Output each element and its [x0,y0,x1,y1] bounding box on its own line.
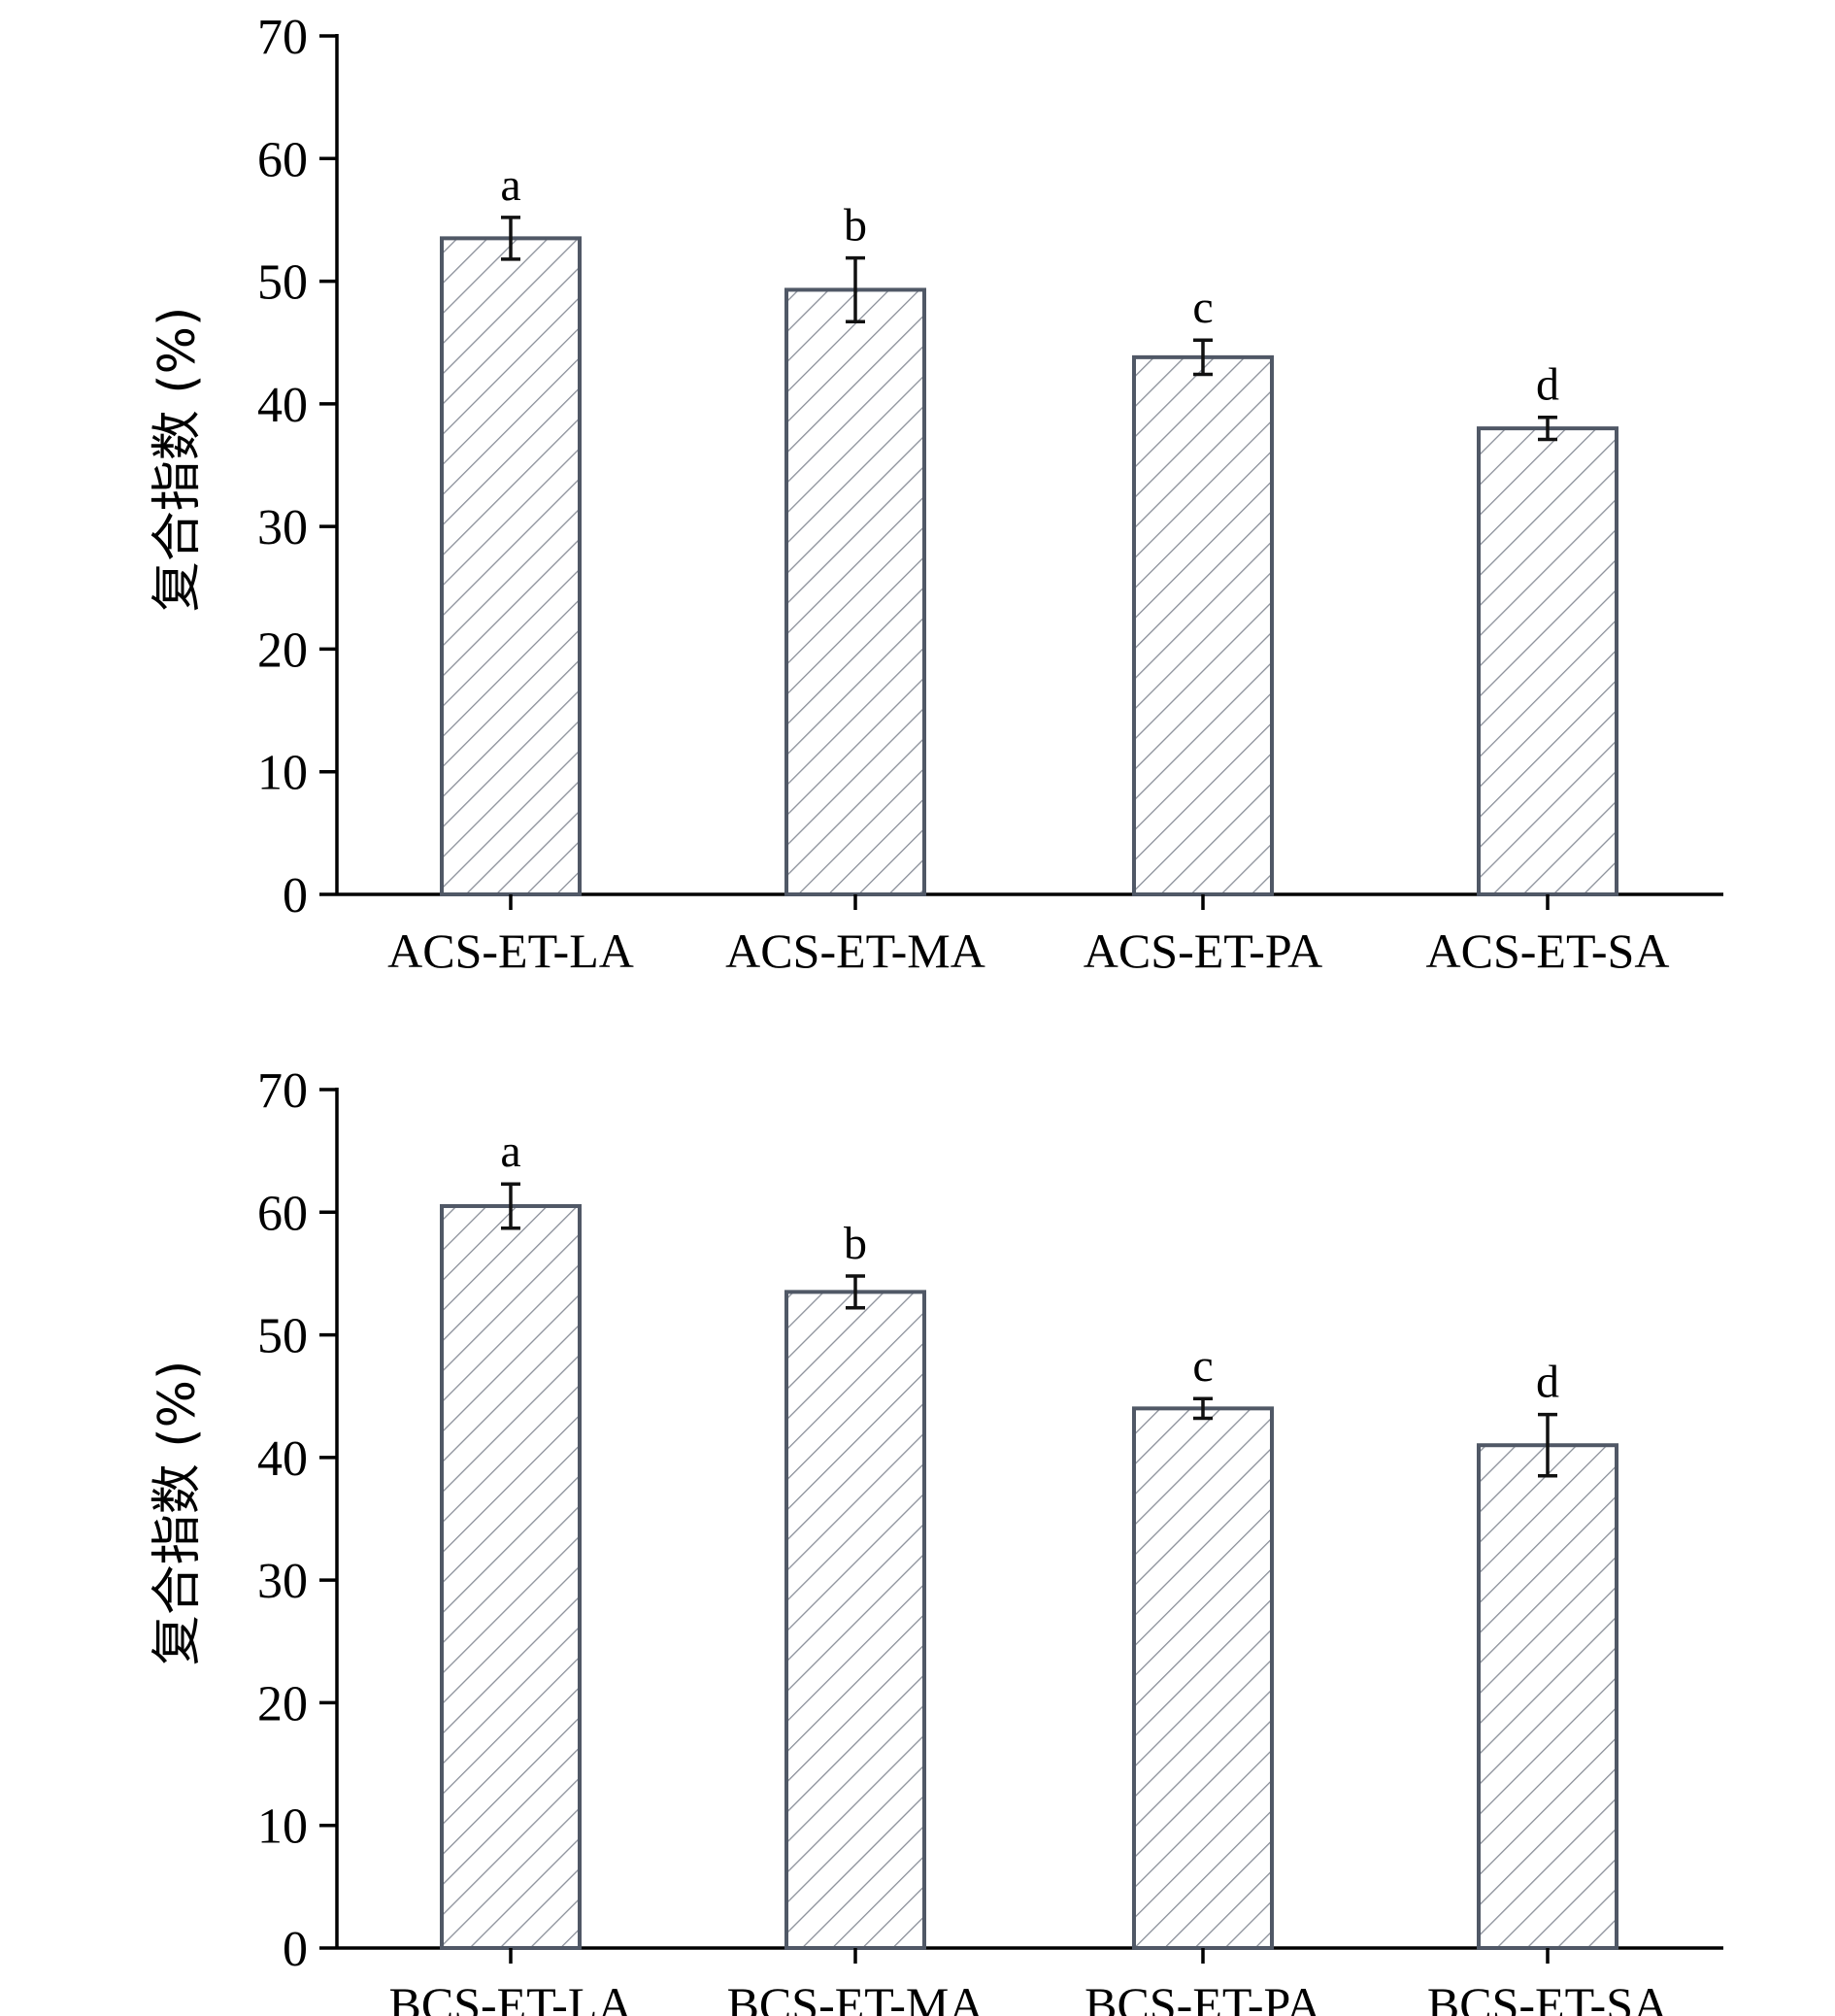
bar [1132,1406,1274,1951]
bar [1477,1443,1618,1950]
x-tick-label: BCS-ET-LA [389,1977,633,2016]
x-tick-label: ACS-ET-LA [387,924,634,978]
x-tick-label: ACS-ET-PA [1084,924,1322,978]
y-tick-label: 30 [257,1554,308,1609]
y-tick-label: 10 [257,746,308,801]
y-tick-label: 20 [257,1676,308,1731]
y-tick-label: 10 [257,1799,308,1855]
significance-label: a [500,159,520,211]
bar [440,236,582,897]
y-tick-label: 40 [257,378,308,433]
y-tick-label: 0 [283,1922,308,1977]
y-axis-title: 复合指数 (%) [149,1361,207,1666]
x-tick-label: ACS-ET-MA [725,924,985,978]
y-tick-label: 30 [257,500,308,555]
y-tick-label: 70 [257,1063,308,1119]
significance-label: c [1192,1340,1213,1392]
bar [784,287,926,896]
significance-label: b [844,200,867,252]
significance-label: b [844,1218,867,1269]
y-tick-label: 60 [257,132,308,187]
y-tick-label: 70 [257,10,308,65]
y-axis-title: 复合指数 (%) [149,307,207,613]
bar [1132,354,1274,896]
x-tick-label: ACS-ET-SA [1426,924,1670,978]
significance-label: d [1536,1357,1559,1408]
y-tick-label: 0 [283,868,308,924]
chart-panel-top: 复合指数 (%) 0 10 20 30 40 50 60 70 a ACS-ET-LA b ACS-E… [149,10,1723,978]
y-tick-label: 50 [257,1309,308,1364]
x-tick-label: BCS-ET-MA [727,1977,984,2016]
significance-label: c [1192,282,1213,333]
y-tick-label: 40 [257,1431,308,1487]
bar [1477,426,1618,896]
y-tick-label: 50 [257,255,308,311]
significance-label: d [1536,359,1559,411]
x-tick-label: BCS-ET-SA [1427,1977,1668,2016]
bar [784,1290,926,1951]
chart-panel-bottom: 复合指数 (%) 0 10 20 30 40 50 60 70 a BCS-ET-LA b BCS-E… [149,1063,1723,2016]
x-tick-label: BCS-ET-PA [1084,1977,1321,2016]
bar [440,1203,582,1950]
y-tick-label: 20 [257,622,308,678]
significance-label: a [500,1126,520,1177]
y-tick-label: 60 [257,1186,308,1241]
